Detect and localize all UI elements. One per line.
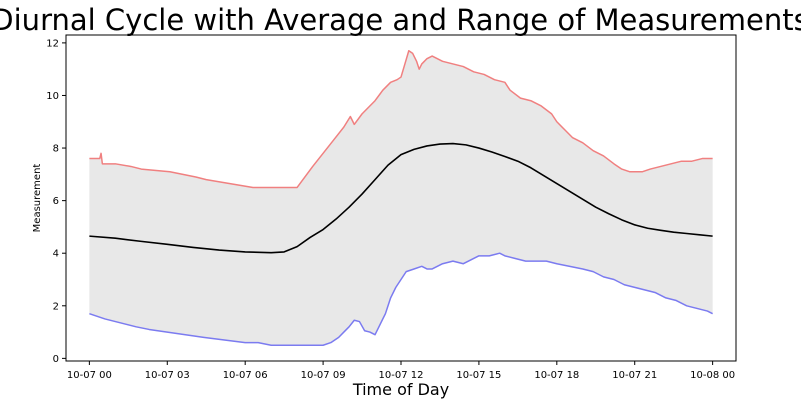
y-axis: 0 2 4 6 8 10 12 (46, 38, 66, 365)
y-tick-label: 2 (53, 301, 59, 312)
x-tick-label: 10-07 18 (534, 370, 579, 381)
x-tick-label: 10-07 00 (67, 370, 112, 381)
mean-series-line (89, 142, 713, 254)
chart-title: Diurnal Cycle with Average and Range of … (0, 3, 801, 37)
plot-area (89, 50, 713, 346)
x-tick-label: 10-07 15 (456, 370, 501, 381)
x-axis-label: Time of Day (352, 380, 449, 399)
min-series-line (89, 252, 713, 346)
y-tick-label: 6 (53, 196, 59, 207)
x-axis: 10-07 00 10-07 03 10-07 06 10-07 09 10-07 12… (67, 361, 735, 381)
x-tick-label: 10-07 03 (145, 370, 190, 381)
x-tick-label: 10-08 00 (690, 370, 735, 381)
y-axis-label: Measurement (32, 164, 43, 233)
y-tick-label: 4 (53, 249, 59, 260)
x-tick-label: 10-07 06 (223, 370, 268, 381)
y-tick-label: 0 (53, 354, 59, 365)
x-tick-label: 10-07 09 (301, 370, 346, 381)
range-fill (89, 50, 713, 346)
y-tick-label: 10 (46, 91, 59, 102)
max-series-line (89, 50, 713, 189)
y-tick-label: 8 (53, 144, 59, 155)
y-tick-label: 12 (46, 38, 59, 49)
x-tick-label: 10-07 21 (612, 370, 657, 381)
x-tick-label: 10-07 12 (379, 370, 424, 381)
